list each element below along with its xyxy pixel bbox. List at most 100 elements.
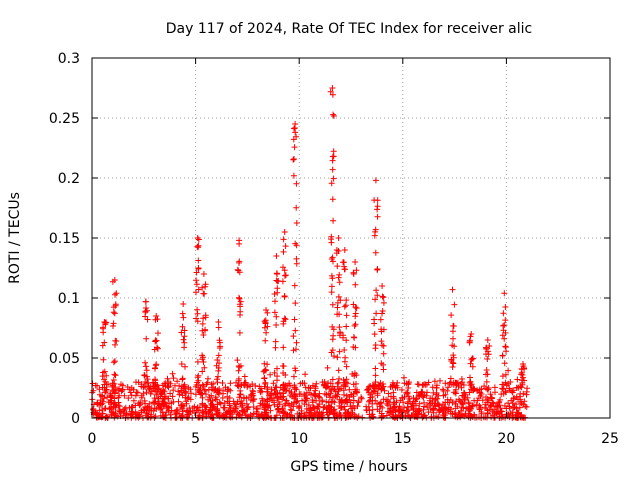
data-point (447, 375, 454, 382)
data-point (151, 405, 158, 412)
data-point (272, 338, 279, 345)
data-point (179, 310, 186, 317)
data-point (236, 237, 243, 244)
data-point (215, 412, 222, 419)
data-point (142, 298, 149, 305)
data-point (111, 310, 118, 317)
data-point (288, 407, 295, 414)
data-point (436, 409, 443, 416)
data-point (335, 367, 342, 374)
y-tick-label: 0.1 (58, 291, 80, 307)
data-point (502, 304, 509, 310)
y-tick-label: 0 (71, 411, 80, 427)
y-tick-label: 0.05 (49, 351, 80, 367)
data-point (159, 382, 166, 389)
data-point (447, 406, 454, 413)
data-point (293, 260, 300, 267)
data-point (202, 281, 209, 288)
data-point (329, 85, 336, 91)
data-point (179, 375, 186, 382)
data-point (373, 287, 380, 294)
data-point (377, 316, 384, 323)
data-point (199, 327, 206, 334)
data-point (506, 403, 513, 410)
data-point (369, 393, 376, 400)
data-point (262, 366, 269, 373)
data-point (280, 370, 287, 376)
data-point (365, 398, 372, 405)
data-point (395, 412, 402, 419)
data-point (449, 286, 456, 293)
data-point (125, 395, 132, 402)
data-point (180, 314, 187, 321)
data-point (516, 404, 523, 411)
data-point (178, 402, 184, 409)
data-point (293, 180, 300, 187)
data-point (451, 389, 458, 396)
data-point (153, 391, 160, 398)
data-point (404, 389, 411, 396)
data-point (301, 401, 308, 408)
data-point (102, 405, 109, 412)
data-point (308, 407, 315, 414)
data-point (341, 347, 348, 353)
data-point (484, 337, 491, 343)
data-point (200, 359, 207, 365)
data-point (143, 367, 150, 374)
data-point (327, 390, 334, 397)
data-point (195, 286, 202, 293)
data-point (351, 334, 358, 341)
data-point (201, 364, 208, 371)
data-point (257, 402, 264, 409)
data-point (263, 307, 269, 313)
data-point (195, 372, 202, 379)
data-point (147, 390, 154, 397)
data-point (451, 343, 458, 350)
data-point (274, 289, 281, 296)
data-point (174, 378, 181, 385)
data-point (308, 391, 314, 398)
data-point (118, 381, 124, 388)
data-point (485, 351, 492, 358)
data-point (372, 296, 379, 303)
data-point (290, 172, 297, 179)
data-point (111, 358, 118, 365)
data-point (129, 411, 135, 418)
data-point (340, 387, 347, 394)
data-point (430, 389, 437, 396)
data-point (452, 411, 459, 418)
data-point (313, 380, 320, 387)
data-point (374, 266, 381, 272)
data-point (501, 402, 508, 409)
data-point (355, 398, 362, 405)
data-point (437, 377, 443, 384)
data-point (518, 377, 525, 384)
data-point (379, 283, 386, 289)
data-point (372, 177, 379, 184)
data-point (334, 263, 341, 270)
data-point (214, 379, 221, 386)
data-point (263, 329, 270, 336)
data-point (302, 397, 309, 403)
data-point (172, 382, 178, 389)
data-point (343, 297, 350, 304)
data-point (521, 398, 528, 405)
data-point (391, 399, 398, 406)
data-point (329, 196, 336, 203)
data-point (459, 401, 466, 408)
data-point (334, 311, 341, 318)
data-point (523, 403, 530, 410)
data-point (299, 397, 305, 404)
data-point (440, 407, 447, 414)
data-point (257, 387, 264, 394)
data-point (273, 270, 280, 277)
data-point (144, 316, 151, 323)
data-point (90, 405, 97, 412)
data-point (343, 337, 350, 344)
data-point (200, 332, 207, 338)
data-point (230, 398, 237, 405)
data-point (102, 388, 109, 394)
data-point (305, 414, 312, 421)
data-point (102, 319, 109, 326)
data-point (520, 361, 526, 367)
